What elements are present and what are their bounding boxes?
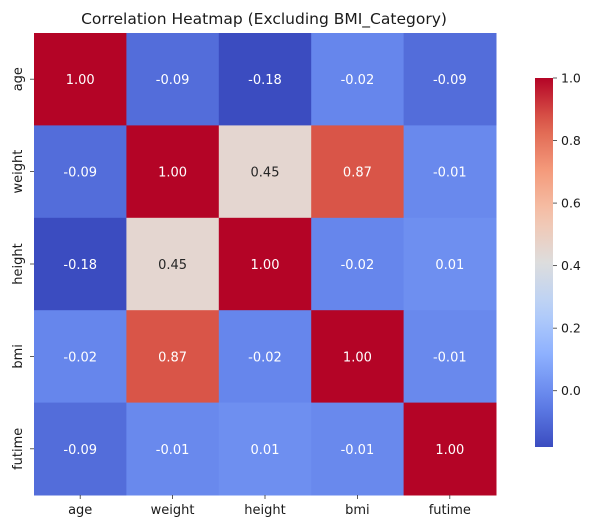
heatmap-cell-1-0 (34, 125, 127, 219)
cell-annotation-2-4: 0.01 (435, 258, 464, 273)
heatmap-cell-4-4 (403, 402, 497, 496)
cell-annotation-3-4: -0.01 (433, 350, 467, 365)
chart-title: Correlation Heatmap (Excluding BMI_Categ… (81, 10, 447, 29)
cell-annotation-2-0: -0.18 (63, 258, 97, 273)
cell-annotation-4-3: -0.01 (341, 443, 375, 458)
x-tick-label-bmi: bmi (345, 503, 370, 518)
heatmap-cell-4-0 (34, 402, 127, 496)
heatmap-cell-3-4 (403, 310, 497, 404)
heatmap-cell-4-3 (311, 402, 405, 496)
cell-annotation-4-2: 0.01 (251, 443, 280, 458)
colorbar-tick-label-4: 0.2 (561, 321, 581, 336)
y-tick-label-futime: futime (11, 428, 26, 470)
cell-annotation-1-1: 1.00 (158, 166, 187, 181)
heatmap-cell-1-3 (311, 125, 405, 219)
heatmap-cell-0-4 (403, 33, 497, 126)
colorbar-tick-label-1: 0.8 (561, 133, 581, 148)
heatmap-cell-3-1 (126, 310, 220, 404)
cell-annotation-2-1: 0.45 (158, 258, 187, 273)
cell-annotation-1-0: -0.09 (63, 166, 97, 181)
heatmap-cell-0-3 (311, 33, 405, 126)
heatmap-cell-1-4 (403, 125, 497, 219)
cell-annotation-4-1: -0.01 (156, 443, 190, 458)
y-tick-label-weight: weight (11, 150, 26, 194)
cell-annotation-3-0: -0.02 (63, 350, 97, 365)
heatmap-cell-3-2 (218, 310, 312, 404)
cell-annotation-4-4: 1.00 (435, 443, 464, 458)
cell-annotation-0-4: -0.09 (433, 73, 467, 88)
heatmap-cell-2-0 (34, 217, 127, 311)
heatmap-cell-4-1 (126, 402, 220, 496)
heatmap-cell-0-2 (218, 33, 312, 126)
cell-annotation-0-2: -0.18 (248, 73, 282, 88)
heatmap-cell-2-4 (403, 217, 497, 311)
cell-annotation-3-1: 0.87 (158, 350, 187, 365)
heatmap-cell-0-0 (34, 33, 127, 126)
cell-annotation-2-3: -0.02 (341, 258, 375, 273)
colorbar-gradient (535, 78, 553, 447)
x-tick-label-futime: futime (429, 503, 471, 518)
x-tick-label-age: age (68, 503, 92, 518)
heatmap-cells: 1.00 -0.09 -0.18 -0.02 -0.09 -0.09 1.00 0.45 0.8… (34, 33, 497, 496)
y-tick-label-bmi: bmi (11, 344, 26, 369)
cell-annotation-1-4: -0.01 (433, 166, 467, 181)
cell-annotation-3-3: 1.00 (343, 350, 372, 365)
cell-annotation-1-2: 0.45 (251, 166, 280, 181)
colorbar-tick-label-3: 0.4 (561, 258, 581, 273)
colorbar: 1.0 0.8 0.6 0.4 0.2 0.0 (535, 71, 581, 447)
heatmap-cell-4-2 (218, 402, 312, 496)
cell-annotation-0-1: -0.09 (156, 73, 190, 88)
heatmap-cell-2-1 (126, 217, 220, 311)
heatmap-cell-2-3 (311, 217, 405, 311)
heatmap-cell-2-2 (218, 217, 312, 311)
cell-annotation-3-2: -0.02 (248, 350, 282, 365)
cell-annotation-0-3: -0.02 (341, 73, 375, 88)
cell-annotation-0-0: 1.00 (66, 73, 95, 88)
x-tick-label-weight: weight (151, 503, 195, 518)
heatmap-cell-1-2 (218, 125, 312, 219)
y-tick-label-height: height (11, 243, 26, 284)
cell-annotation-4-0: -0.09 (63, 443, 97, 458)
heatmap-cell-1-1 (126, 125, 220, 219)
y-tick-labels: age weight height bmi futime (11, 67, 34, 470)
colorbar-tick-label-5: 0.0 (561, 383, 581, 398)
y-tick-label-age: age (11, 67, 26, 91)
cell-annotation-2-2: 1.00 (251, 258, 280, 273)
colorbar-tick-label-0: 1.0 (561, 71, 581, 86)
x-tick-labels: age weight height bmi futime (68, 495, 471, 518)
cell-annotation-1-3: 0.87 (343, 166, 372, 181)
heatmap-cell-3-3 (311, 310, 405, 404)
heatmap-cell-0-1 (126, 33, 220, 126)
x-tick-label-height: height (244, 503, 285, 518)
heatmap-cell-3-0 (34, 310, 127, 404)
colorbar-tick-label-2: 0.6 (561, 196, 581, 211)
